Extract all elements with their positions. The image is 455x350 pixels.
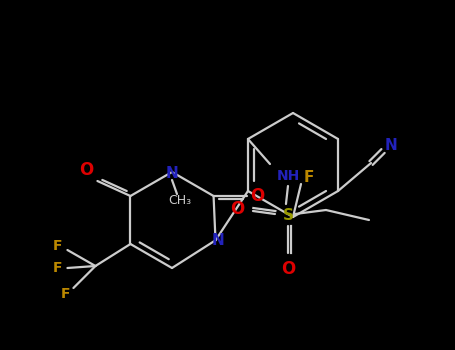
Text: O: O bbox=[281, 260, 295, 278]
Text: N: N bbox=[384, 139, 397, 154]
Text: N: N bbox=[211, 233, 224, 248]
Text: O: O bbox=[79, 161, 94, 179]
Text: F: F bbox=[53, 239, 62, 253]
Text: CH₃: CH₃ bbox=[168, 194, 192, 206]
Text: F: F bbox=[53, 261, 62, 275]
Text: N: N bbox=[166, 167, 178, 182]
Text: S: S bbox=[283, 209, 293, 224]
Text: F: F bbox=[61, 287, 70, 301]
Text: O: O bbox=[250, 187, 265, 205]
Text: NH: NH bbox=[276, 169, 299, 183]
Text: F: F bbox=[304, 169, 314, 184]
Text: O: O bbox=[230, 200, 244, 218]
